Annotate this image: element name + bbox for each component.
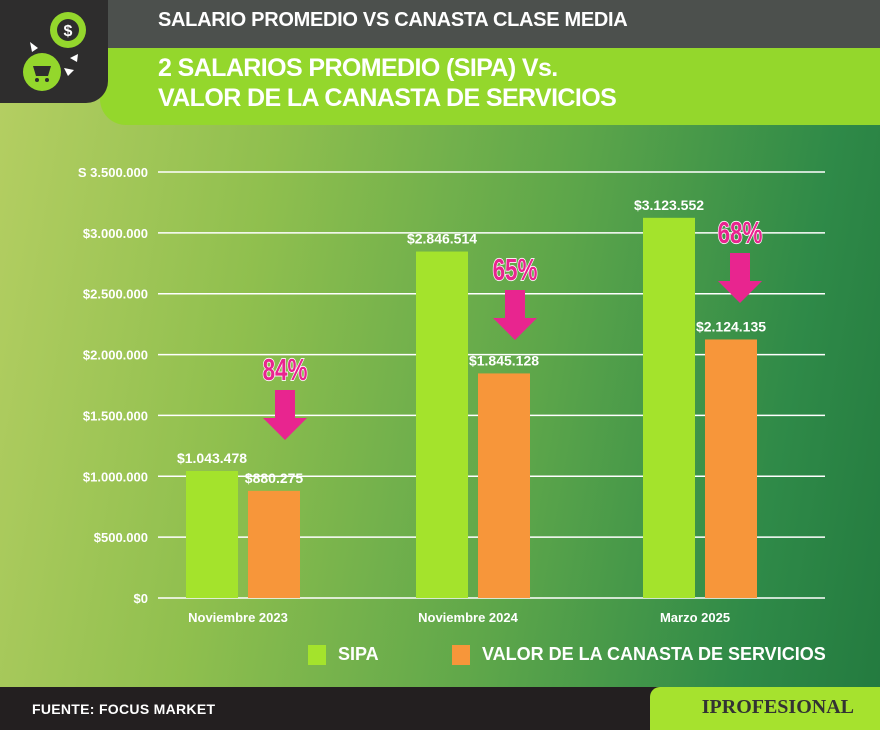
chart-title-line1: 2 SALARIOS PROMEDIO (SIPA) Vs. — [158, 54, 558, 82]
bar-canasta — [705, 339, 757, 598]
source-text: FUENTE: FOCUS MARKET — [32, 701, 216, 717]
top-title: SALARIO PROMEDIO VS CANASTA CLASE MEDIA — [158, 9, 628, 31]
legend-canasta: VALOR DE LA CANASTA DE SERVICIOS — [452, 644, 826, 665]
y-tick-label: $2.500.000 — [83, 287, 148, 302]
down-arrow-icon — [493, 290, 537, 340]
legend-swatch-sipa — [308, 644, 326, 665]
chart-title-line2: VALOR DE LA CANASTA DE SERVICIOS — [158, 84, 617, 112]
percent-annotation: 68% — [718, 216, 763, 250]
bar-sipa — [416, 251, 468, 598]
brand-badge: IPROFESIONAL — [650, 687, 880, 730]
x-category-label: Noviembre 2024 — [418, 610, 518, 625]
bar-value-label: $2.846.514 — [407, 231, 477, 247]
legend-label-sipa: SIPA — [338, 644, 379, 664]
bar-canasta — [478, 373, 530, 598]
y-tick-label: $0 — [134, 591, 148, 606]
legend-swatch-canasta — [452, 644, 470, 665]
y-tick-label: $1.500.000 — [83, 408, 148, 423]
bar-sipa — [186, 470, 238, 598]
y-tick-label: $1.000.000 — [83, 469, 148, 484]
bar-value-label: $2.124.135 — [696, 318, 766, 334]
x-category-label: Noviembre 2023 — [188, 610, 288, 625]
x-category-label: Marzo 2025 — [660, 610, 730, 625]
y-tick-label: $3.000.000 — [83, 226, 148, 241]
percent-annotation: 65% — [493, 253, 538, 287]
bar-value-label: $3.123.552 — [634, 197, 704, 213]
logo: $ — [0, 0, 108, 103]
bar-value-label: $1.043.478 — [177, 450, 247, 466]
bar-value-label: $1.845.128 — [469, 352, 539, 368]
percent-annotation: 84% — [263, 353, 308, 387]
brand-logo: IPROFESIONAL — [701, 696, 854, 718]
legend-sipa: SIPA — [308, 644, 379, 665]
y-tick-label: $500.000 — [94, 530, 148, 545]
svg-text:$: $ — [64, 23, 73, 40]
y-tick-label: S 3.500.000 — [78, 165, 148, 180]
bar-canasta — [248, 490, 300, 598]
y-tick-label: $2.000.000 — [83, 348, 148, 363]
down-arrow-icon — [718, 253, 762, 303]
bar-value-label: $880.275 — [245, 470, 304, 486]
top-title-bar: SALARIO PROMEDIO VS CANASTA CLASE MEDIA — [100, 0, 880, 48]
down-arrow-icon — [263, 390, 307, 440]
bar-sipa — [643, 217, 695, 598]
gear-money-cart-icon: $ — [23, 12, 86, 91]
title-band: 2 SALARIOS PROMEDIO (SIPA) Vs. VALOR DE … — [100, 48, 880, 125]
legend-label-canasta: VALOR DE LA CANASTA DE SERVICIOS — [482, 644, 826, 664]
